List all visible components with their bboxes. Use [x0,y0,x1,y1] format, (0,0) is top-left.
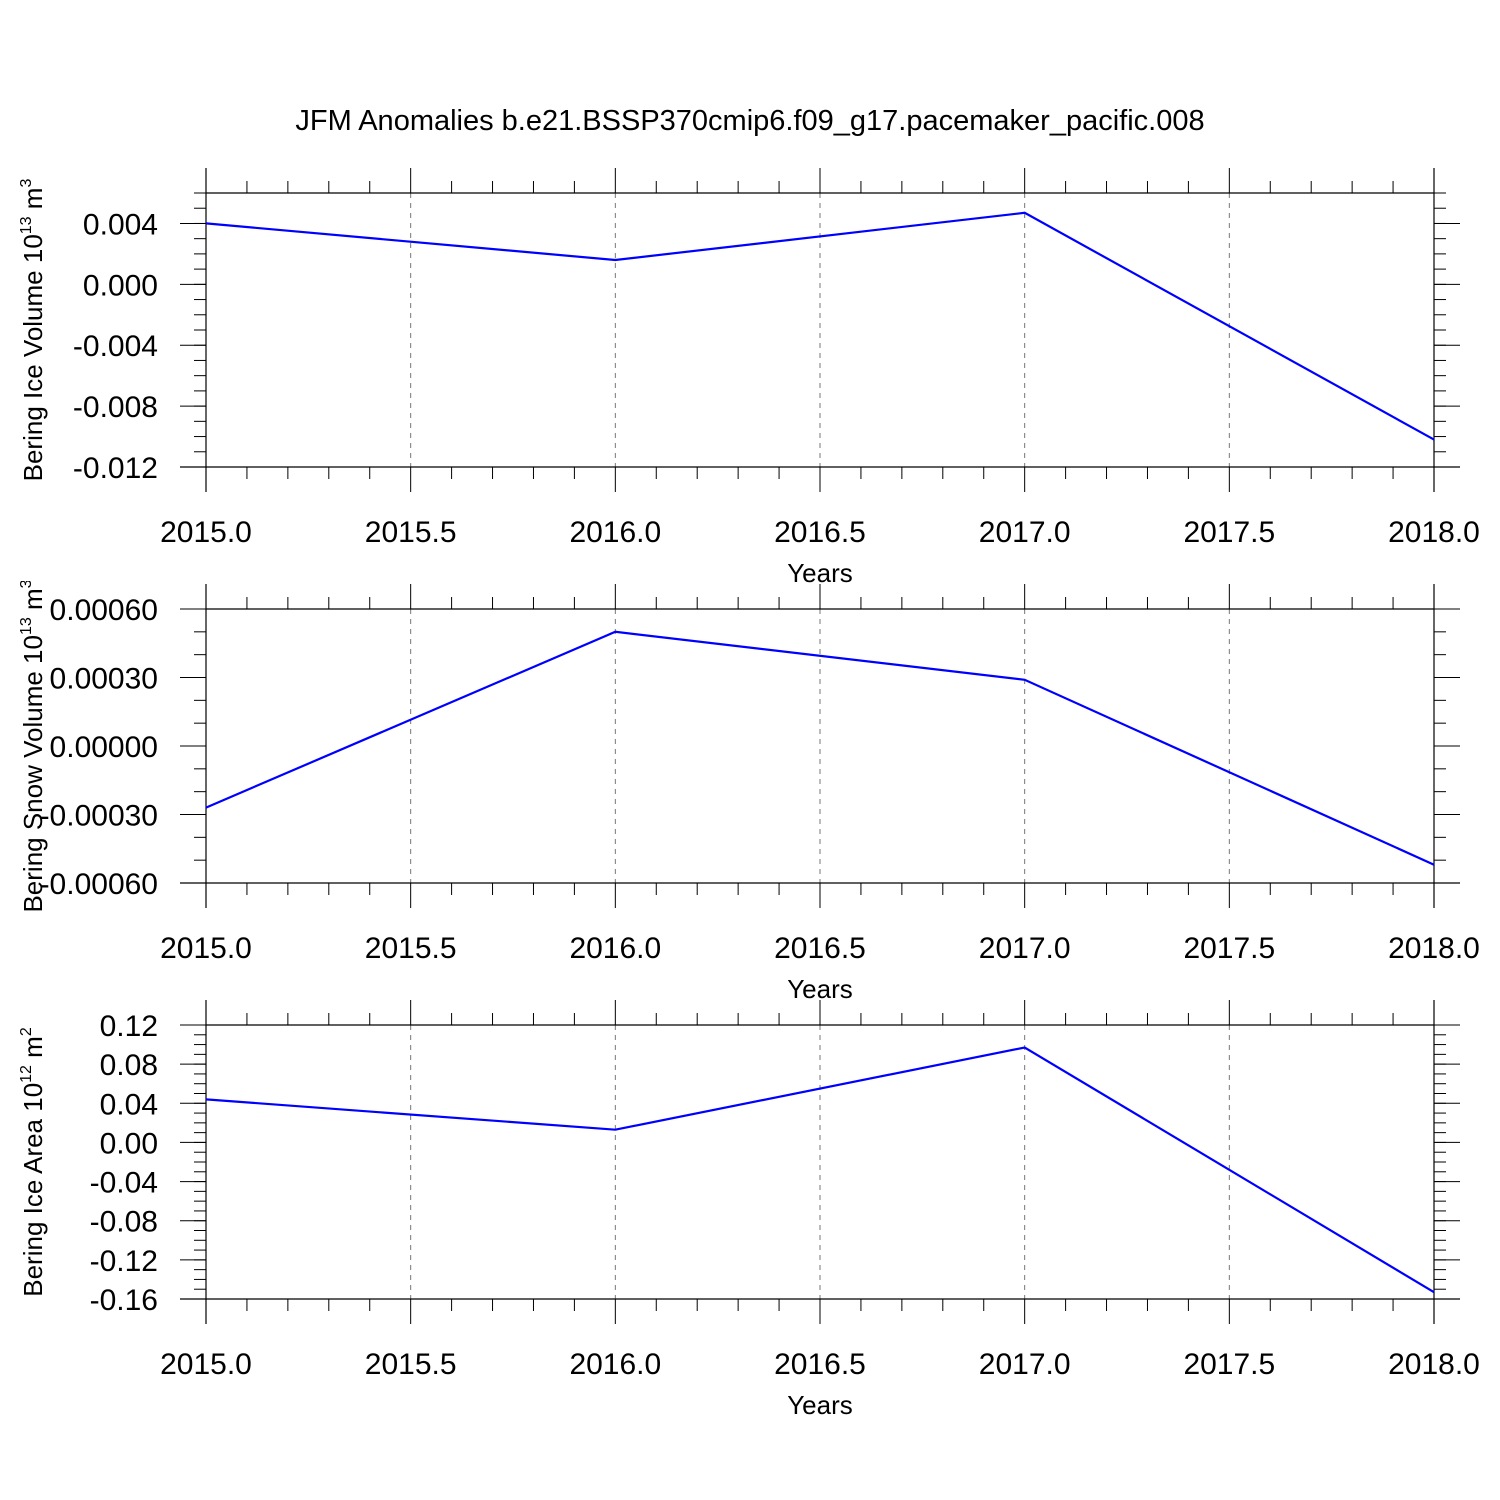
y-tick-label: 0.12 [100,1010,158,1043]
y-label-unit: m [18,588,48,617]
y-label-unit-exponent: 2 [18,1027,35,1036]
y-tick-label: 0.00060 [50,594,158,627]
y-label-unit: m [18,1036,48,1065]
y-label-text: Bering Ice Area 10 [18,1083,48,1297]
x-tick-label: 2015.0 [160,516,252,549]
x-tick-label: 2017.0 [979,1348,1071,1381]
y-label-text: Bering Snow Volume 10 [18,635,48,913]
y-label-exponent: 13 [18,216,35,234]
y-tick-label: -0.008 [73,391,158,424]
x-tick-label: 2016.5 [774,932,866,965]
y-tick-label: 0.04 [100,1088,158,1121]
y-tick-label: -0.004 [73,330,158,363]
y-axis-label: Bering Ice Area 1012 m2 [18,1027,48,1297]
y-axis-label: Bering Snow Volume 1013 m3 [18,579,48,912]
x-tick-label: 2017.0 [979,932,1071,965]
x-tick-label: 2018.0 [1388,516,1480,549]
y-tick-label: -0.00060 [40,868,158,901]
y-label-unit-exponent: 3 [18,579,35,588]
y-tick-label: 0.004 [83,208,158,241]
y-tick-label: -0.04 [90,1167,158,1200]
y-tick-label: 0.08 [100,1049,158,1082]
x-axis-label: Years [787,974,853,1004]
x-tick-label: 2015.0 [160,1348,252,1381]
x-tick-label: 2015.5 [365,932,457,965]
x-tick-label: 2017.5 [1183,932,1275,965]
y-label-unit-exponent: 3 [18,179,35,188]
y-tick-label: -0.16 [90,1284,158,1317]
panel-3: 0.120.080.040.00-0.04-0.08-0.12-0.162015… [18,1000,1480,1420]
y-label-exponent: 12 [18,1065,35,1083]
x-tick-label: 2017.5 [1183,516,1275,549]
y-tick-label: 0.00000 [50,731,158,764]
y-label-text: Bering Ice Volume 10 [18,234,48,481]
y-label-exponent: 13 [18,617,35,635]
y-tick-label: -0.12 [90,1245,158,1278]
y-label-unit: m [18,188,48,217]
series-line [205,211,1435,441]
x-tick-label: 2018.0 [1388,1348,1480,1381]
x-axis-label: Years [787,1390,853,1420]
y-tick-label: -0.012 [73,452,158,485]
x-axis-label: Years [787,558,853,588]
x-tick-label: 2016.0 [569,1348,661,1381]
y-axis-label: Bering Ice Volume 1013 m3 [18,179,48,482]
x-tick-label: 2017.0 [979,516,1071,549]
y-tick-label: -0.00030 [40,800,158,833]
x-tick-label: 2018.0 [1388,932,1480,965]
x-tick-label: 2016.5 [774,516,866,549]
x-tick-label: 2016.0 [569,932,661,965]
x-tick-label: 2016.0 [569,516,661,549]
y-label-clip: Bering Snow Volume 1013 m3 [18,579,48,912]
y-tick-label: 0.00 [100,1127,158,1160]
x-tick-label: 2016.5 [774,1348,866,1381]
y-tick-label: 0.000 [83,269,158,302]
x-tick-label: 2015.0 [160,932,252,965]
x-tick-label: 2017.5 [1183,1348,1275,1381]
y-tick-label: -0.08 [90,1206,158,1239]
series-line [205,1046,1435,1294]
x-tick-label: 2015.5 [365,1348,457,1381]
chart-title: JFM Anomalies b.e21.BSSP370cmip6.f09_g17… [295,105,1204,137]
panel-2: 0.000600.000300.00000-0.00030-0.00060201… [18,579,1480,1004]
series-line [205,630,1435,866]
y-tick-label: 0.00030 [50,663,158,696]
x-tick-label: 2015.5 [365,516,457,549]
